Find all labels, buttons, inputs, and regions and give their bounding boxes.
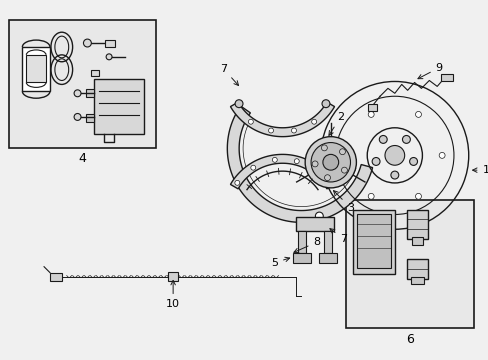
Bar — [410, 276, 424, 284]
Circle shape — [106, 54, 112, 60]
Circle shape — [324, 175, 330, 181]
Bar — [411, 237, 423, 245]
Circle shape — [384, 145, 404, 165]
Bar — [296, 217, 333, 231]
Circle shape — [248, 119, 253, 124]
Bar — [353, 210, 394, 274]
Circle shape — [74, 113, 81, 120]
Bar — [293, 253, 310, 263]
Bar — [323, 231, 331, 253]
Bar — [367, 104, 376, 111]
Circle shape — [268, 128, 273, 133]
Circle shape — [371, 158, 379, 165]
Circle shape — [294, 159, 299, 164]
Circle shape — [339, 149, 345, 155]
Circle shape — [315, 212, 323, 220]
Text: 6: 6 — [405, 333, 413, 346]
Circle shape — [311, 161, 317, 167]
Bar — [86, 114, 94, 122]
Circle shape — [415, 112, 421, 117]
Bar — [357, 213, 390, 268]
Text: 10: 10 — [166, 280, 180, 309]
Circle shape — [379, 135, 386, 143]
Bar — [91, 69, 99, 76]
Bar — [168, 272, 178, 282]
Text: 1: 1 — [471, 165, 488, 175]
Circle shape — [341, 167, 346, 173]
Circle shape — [415, 193, 421, 199]
Circle shape — [390, 171, 398, 179]
Polygon shape — [227, 106, 372, 222]
Circle shape — [402, 135, 409, 143]
Circle shape — [234, 180, 239, 185]
Circle shape — [438, 152, 444, 158]
Bar — [345, 200, 473, 328]
Circle shape — [291, 128, 296, 133]
Bar — [26, 55, 46, 82]
Text: 8: 8 — [293, 237, 320, 253]
Bar — [22, 47, 50, 91]
Polygon shape — [230, 102, 334, 137]
Polygon shape — [230, 154, 334, 189]
Circle shape — [313, 168, 318, 174]
Circle shape — [321, 145, 326, 151]
Bar — [298, 231, 305, 253]
Circle shape — [74, 90, 81, 97]
Circle shape — [367, 112, 373, 117]
Circle shape — [310, 143, 350, 182]
Bar — [406, 210, 427, 239]
Text: 3: 3 — [333, 190, 353, 213]
Bar — [440, 73, 452, 81]
Bar — [318, 253, 336, 263]
Circle shape — [367, 193, 373, 199]
Text: 7: 7 — [220, 64, 238, 85]
Text: 9: 9 — [417, 63, 442, 79]
Bar — [86, 89, 94, 97]
Text: 2: 2 — [328, 112, 344, 135]
Bar — [94, 80, 143, 134]
Bar — [50, 273, 61, 280]
Circle shape — [409, 158, 417, 165]
Bar — [406, 259, 427, 279]
Text: 5: 5 — [270, 257, 289, 268]
Circle shape — [83, 39, 91, 47]
Text: 4: 4 — [79, 152, 86, 165]
Circle shape — [250, 165, 255, 170]
Circle shape — [322, 100, 329, 108]
Circle shape — [235, 100, 243, 108]
Bar — [9, 21, 156, 148]
Circle shape — [344, 152, 350, 158]
Circle shape — [322, 154, 338, 170]
Circle shape — [305, 137, 356, 188]
Circle shape — [311, 119, 316, 124]
Bar — [105, 40, 115, 47]
Text: 7: 7 — [329, 229, 346, 244]
Circle shape — [272, 157, 277, 162]
